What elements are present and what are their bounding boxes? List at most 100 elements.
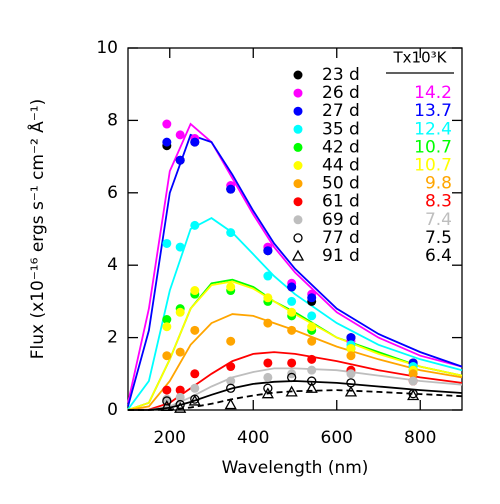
- data-point: [175, 130, 185, 140]
- y-tick-label: 2: [107, 328, 118, 348]
- fit-curve: [127, 133, 463, 407]
- data-point: [160, 400, 173, 412]
- legend-marker: [293, 197, 303, 207]
- data-point: [408, 369, 418, 379]
- legend-marker: [293, 70, 303, 80]
- data-point: [263, 318, 273, 328]
- y-tick-label: 0: [107, 400, 118, 420]
- data-point: [224, 398, 237, 410]
- fit-curve: [127, 351, 463, 411]
- data-point: [263, 271, 273, 281]
- data-point: [226, 362, 236, 372]
- data-point: [175, 347, 185, 357]
- temperature-label: 13.7: [414, 101, 452, 121]
- data-point: [162, 322, 172, 332]
- data-point: [408, 376, 418, 386]
- data-point: [307, 293, 317, 303]
- temperature-label: 9.8: [425, 174, 452, 194]
- data-point: [307, 365, 317, 375]
- data-point: [175, 155, 185, 165]
- y-tick-label: 4: [107, 255, 118, 275]
- legend-label: 42 d: [322, 137, 360, 157]
- legend-label: 23 d: [322, 65, 360, 85]
- x-tick-label: 400: [237, 428, 269, 448]
- data-point: [162, 238, 172, 248]
- legend-marker: [293, 142, 303, 152]
- y-axis-label: Flux (x10⁻¹⁶ ergs s⁻¹ cm⁻² Å⁻¹): [26, 99, 48, 359]
- fit-curve: [127, 122, 463, 403]
- y-tick-label: 10: [96, 38, 118, 58]
- data-point: [226, 228, 236, 238]
- temperature-label: 10.7: [414, 137, 452, 157]
- data-point: [305, 381, 318, 393]
- data-point: [263, 383, 273, 393]
- data-point: [190, 137, 200, 147]
- fit-curve: [127, 217, 463, 410]
- data-point: [287, 282, 297, 292]
- data-point: [226, 184, 236, 194]
- data-point: [285, 385, 298, 397]
- temperature-label: 12.4: [414, 119, 452, 139]
- x-axis-label: Wavelength (nm): [222, 458, 369, 478]
- data-point: [190, 383, 200, 393]
- data-point: [263, 293, 273, 303]
- data-point: [162, 351, 172, 361]
- data-point: [190, 369, 200, 379]
- data-point: [261, 387, 274, 399]
- legend-marker: [293, 179, 303, 189]
- data-point: [344, 385, 358, 397]
- data-point: [287, 325, 297, 335]
- data-point: [307, 376, 317, 386]
- data-point: [346, 333, 356, 343]
- temperature-label: 10.7: [414, 156, 452, 176]
- data-point: [162, 315, 172, 324]
- x-tick-label: 200: [154, 428, 186, 448]
- data-point: [226, 336, 236, 346]
- legend-label: 35 d: [322, 119, 360, 139]
- fit-curve: [127, 313, 463, 411]
- data-point: [307, 322, 317, 332]
- x-tick-label: 800: [404, 428, 436, 448]
- data-point: [174, 401, 187, 413]
- legend-label: 50 d: [322, 174, 360, 194]
- legend-label: 44 d: [322, 156, 360, 176]
- data-point: [226, 383, 236, 393]
- data-point: [263, 372, 273, 382]
- legend-label: 61 d: [322, 192, 360, 212]
- data-point: [346, 369, 356, 379]
- data-point: [307, 354, 317, 364]
- x-tick-label: 600: [321, 428, 353, 448]
- fit-curve: [128, 389, 463, 411]
- legend-marker: [293, 215, 303, 225]
- data-point: [263, 246, 273, 256]
- y-tick-label: 6: [107, 183, 118, 203]
- data-point: [287, 296, 297, 306]
- legend-marker: [293, 161, 303, 170]
- plot-frame: [127, 47, 463, 411]
- legend-marker: [291, 249, 305, 261]
- data-point: [287, 307, 297, 317]
- data-point: [175, 242, 185, 252]
- data-point: [175, 392, 185, 402]
- data-point: [162, 385, 172, 395]
- legend-marker: [293, 233, 303, 243]
- legend-label: 69 d: [322, 210, 360, 230]
- data-point: [175, 385, 185, 395]
- data-point: [162, 396, 172, 406]
- data-point: [190, 220, 200, 230]
- legend-marker: [293, 106, 303, 116]
- data-point: [188, 394, 201, 406]
- legend-label: 91 d: [322, 246, 360, 266]
- data-point: [175, 307, 185, 317]
- legend-label: 26 d: [322, 83, 360, 103]
- data-point: [307, 336, 317, 346]
- data-point: [407, 389, 420, 401]
- data-point: [162, 137, 172, 147]
- data-point: [307, 311, 317, 321]
- temperature-label: 7.5: [425, 228, 452, 248]
- data-point: [162, 119, 172, 129]
- data-point: [287, 358, 297, 368]
- y-tick-label: 8: [107, 110, 118, 130]
- data-point: [346, 351, 356, 361]
